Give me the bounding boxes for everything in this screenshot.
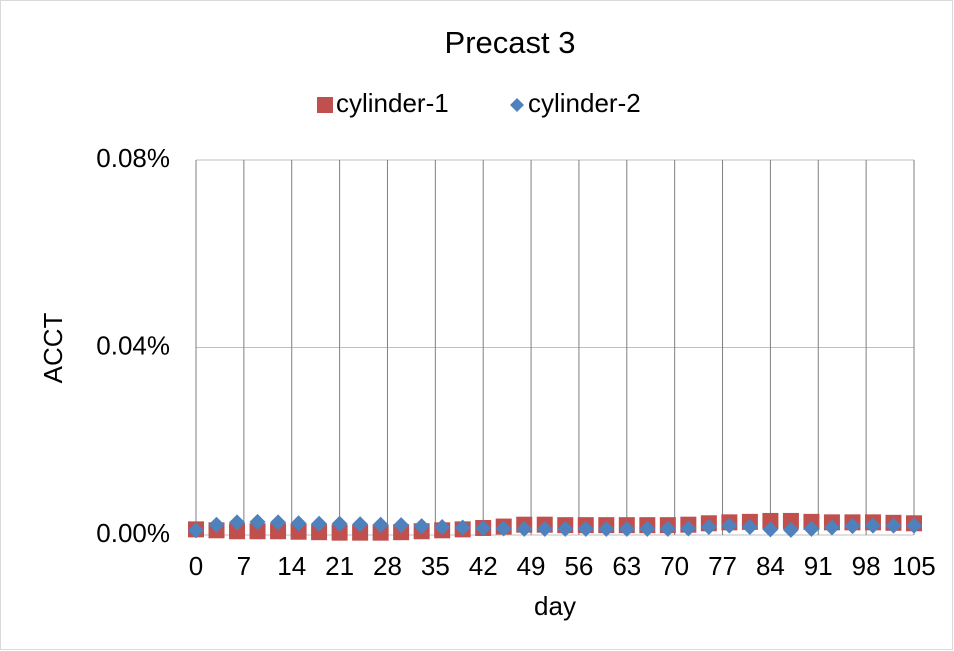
data-point: [249, 513, 266, 530]
data-point: [311, 524, 328, 541]
data-point: [700, 519, 717, 536]
x-tick-label: 0: [189, 551, 203, 581]
data-point: [823, 519, 840, 536]
data-point: [475, 519, 492, 536]
data-point: [434, 519, 451, 536]
data-point: [290, 523, 307, 540]
data-point: [741, 519, 758, 536]
data-point: [721, 517, 738, 534]
data-point: [495, 520, 512, 537]
x-axis-title: day: [534, 591, 576, 621]
x-tick-label: 42: [469, 551, 498, 581]
data-point: [331, 515, 348, 532]
data-point: [393, 517, 410, 534]
legend-label: cylinder-1: [336, 88, 449, 118]
data-point: [577, 520, 594, 537]
data-point: [906, 517, 922, 534]
data-point: [229, 514, 246, 531]
data-point: [311, 515, 328, 532]
data-point: [516, 520, 533, 537]
data-point: [413, 518, 430, 535]
y-axis-title: ACCT: [38, 312, 68, 383]
y-tick-label: 0.04%: [96, 330, 170, 360]
legend-label: cylinder-2: [528, 88, 641, 118]
data-point: [372, 516, 389, 533]
data-point: [188, 522, 204, 539]
data-point: [249, 523, 266, 540]
data-point: [803, 520, 820, 537]
data-point: [290, 515, 307, 532]
data-point: [885, 517, 902, 534]
data-point: [598, 520, 615, 537]
data-point: [229, 523, 246, 540]
data-point: [639, 520, 656, 537]
data-point: [762, 521, 779, 538]
data-point: [352, 516, 369, 533]
y-tick-label: 0.00%: [96, 518, 170, 548]
x-tick-label: 28: [373, 551, 402, 581]
x-tick-label: 98: [852, 551, 881, 581]
x-tick-label: 56: [564, 551, 593, 581]
legend-marker: [317, 97, 333, 113]
x-tick-label: 49: [517, 551, 546, 581]
data-point: [557, 520, 574, 537]
data-point: [270, 523, 287, 540]
data-point: [536, 520, 553, 537]
x-tick-label: 105: [892, 551, 935, 581]
x-tick-label: 63: [612, 551, 641, 581]
x-tick-label: 91: [804, 551, 833, 581]
data-point: [618, 520, 635, 537]
data-point: [270, 514, 287, 531]
x-tick-label: 21: [325, 551, 354, 581]
x-tick-label: 7: [237, 551, 251, 581]
data-point: [352, 524, 369, 541]
x-tick-label: 70: [660, 551, 689, 581]
legend-marker: [510, 98, 524, 112]
data-point: [762, 512, 779, 529]
data-point: [864, 517, 881, 534]
x-tick-label: 77: [708, 551, 737, 581]
x-tick-label: 84: [756, 551, 785, 581]
data-point: [844, 518, 861, 535]
x-tick-label: 14: [277, 551, 306, 581]
data-point: [208, 516, 225, 533]
data-point: [454, 519, 471, 536]
x-tick-label: 35: [421, 551, 450, 581]
data-point: [782, 512, 799, 529]
data-point: [680, 520, 697, 537]
chart-title: Precast 3: [445, 25, 576, 60]
data-point: [782, 521, 799, 538]
data-point: [659, 520, 676, 537]
y-tick-label: 0.08%: [96, 143, 170, 173]
data-point: [331, 524, 348, 541]
